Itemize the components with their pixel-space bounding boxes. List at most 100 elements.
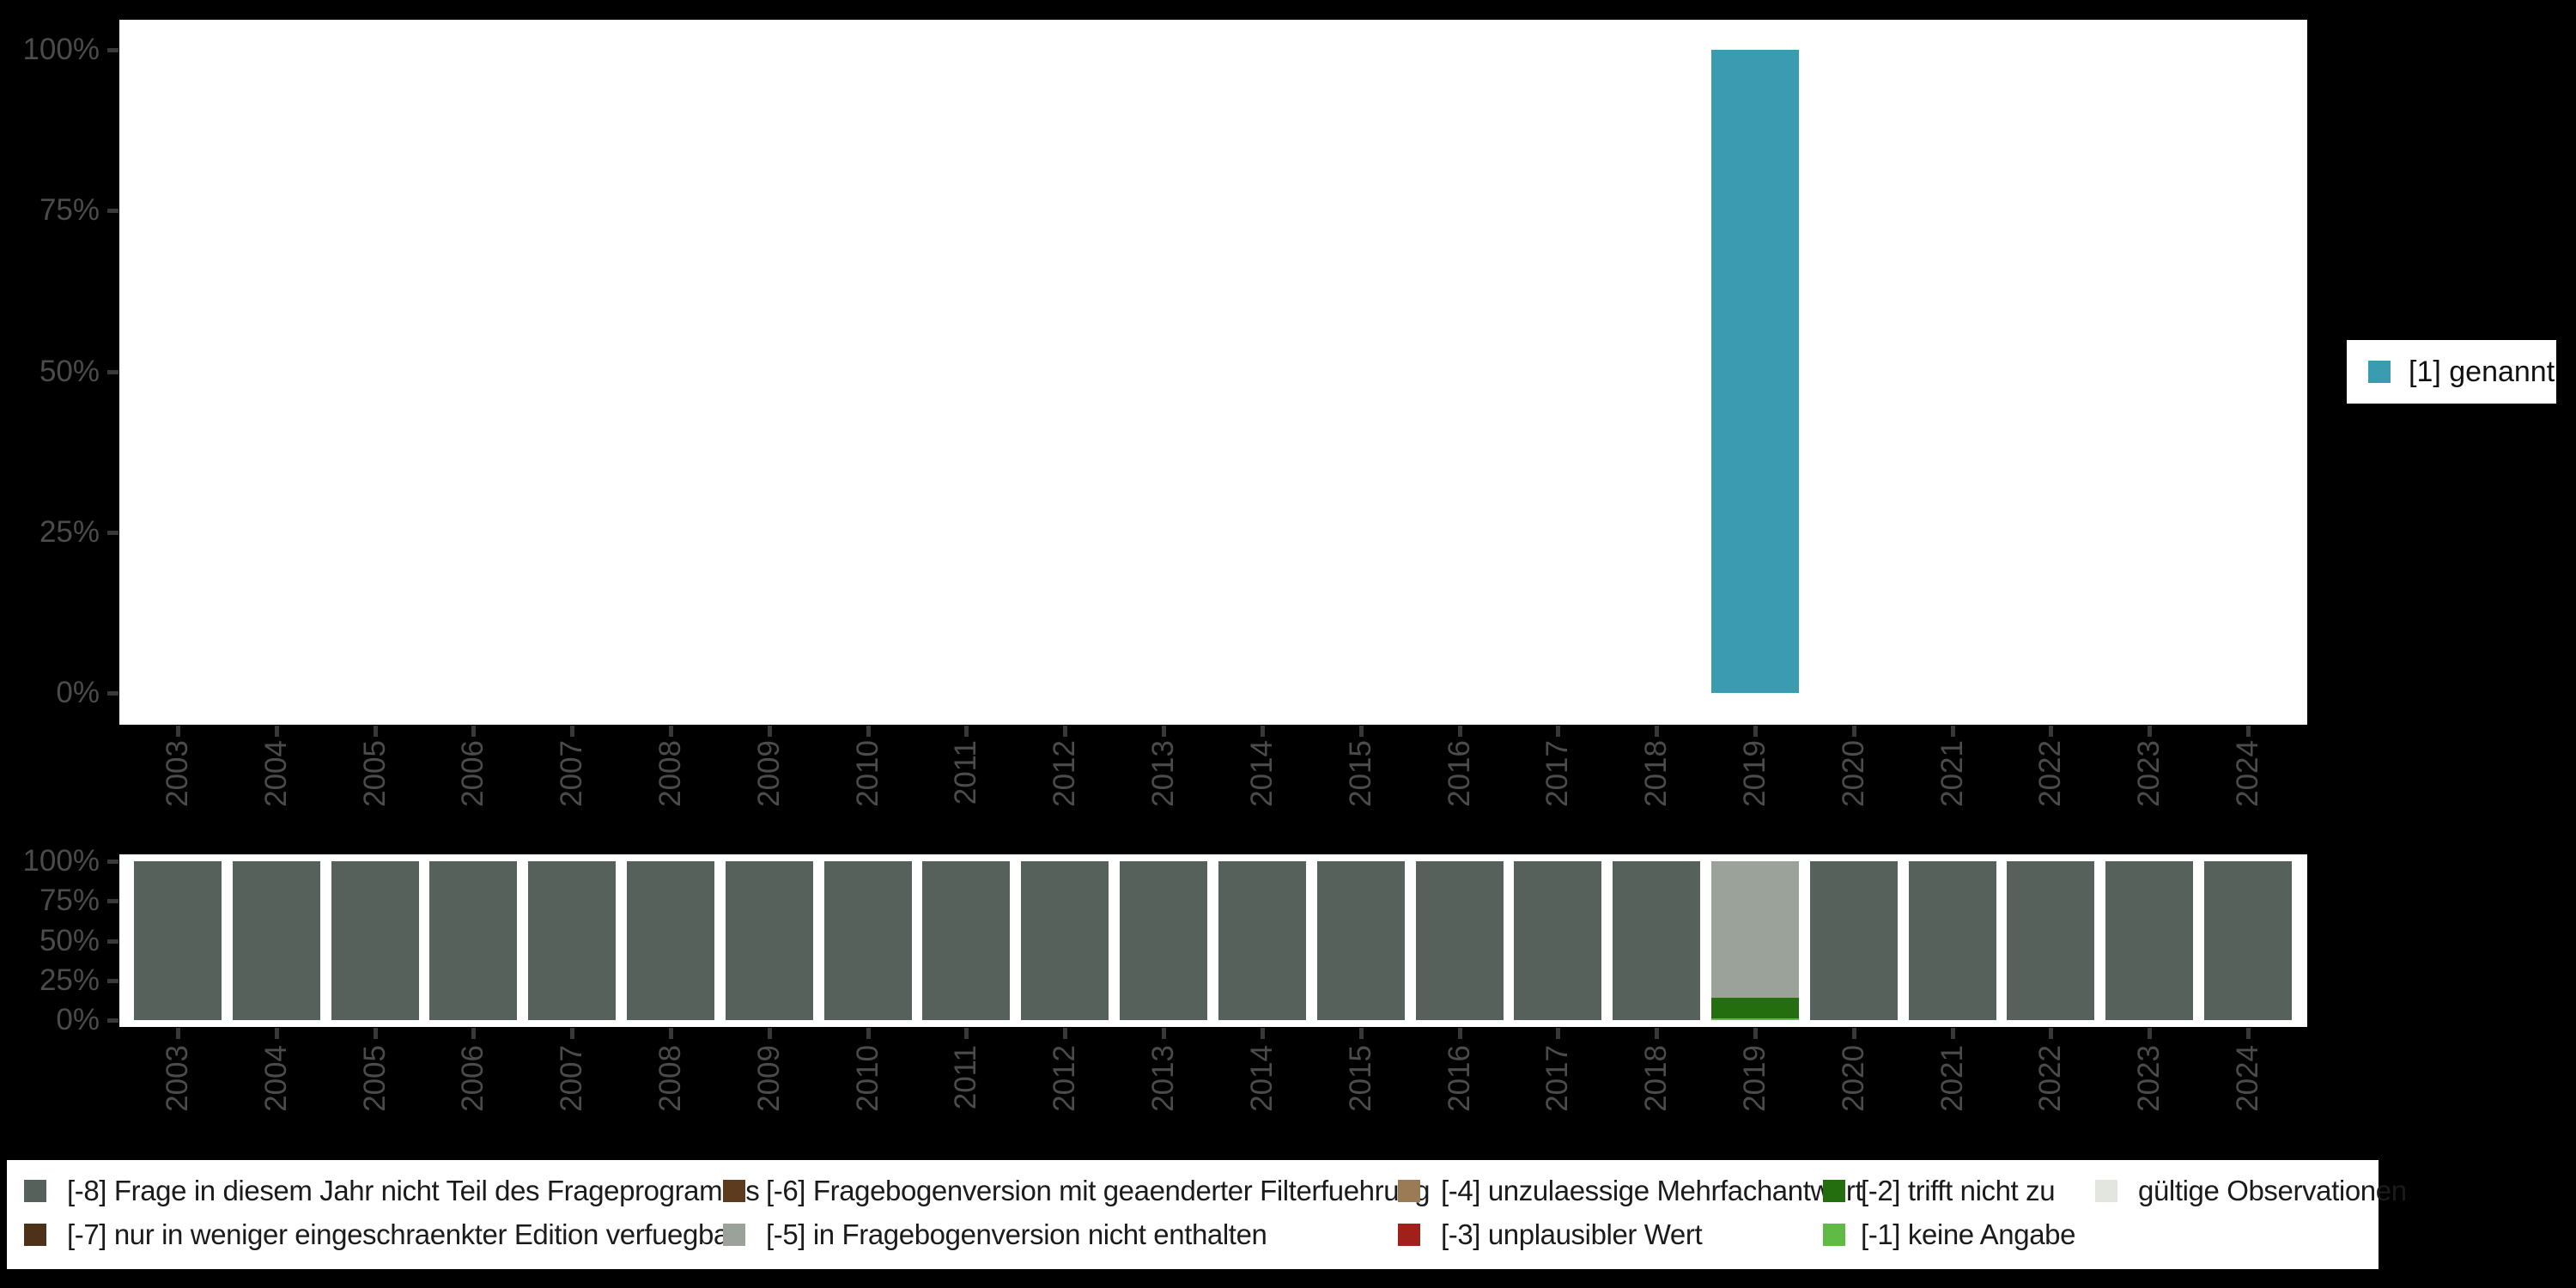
top-yaxis-tick-100 [107, 48, 118, 52]
bot-yaxis-label-100: 100% [22, 844, 100, 878]
bottom-xaxis-label-2004: 2004 [259, 1045, 293, 1112]
legend-swatch--4 [1398, 1180, 1420, 1202]
legend-swatch--3 [1398, 1224, 1420, 1246]
top-xaxis-label-2024: 2024 [2231, 740, 2264, 807]
bottom-bar-2006-seg[-8][interactable] [429, 861, 517, 1020]
top-xaxis-label-2004: 2004 [259, 740, 293, 807]
bottom-xaxis-label-2006: 2006 [456, 1045, 489, 1112]
bottom-bar-2019-seg[-5][interactable] [1711, 861, 1799, 998]
bottom-bar-2004-seg[-8][interactable] [233, 861, 320, 1020]
top-xaxis-tick-2014 [1261, 726, 1265, 737]
bot-yaxis-label-50: 50% [39, 924, 100, 957]
bottom-xaxis-label-2007: 2007 [555, 1045, 588, 1112]
bottom-xaxis-tick-2003 [176, 1028, 180, 1039]
legend-label--1: [-1] keine Angabe [1861, 1218, 2076, 1250]
top-xaxis-tick-2015 [1359, 726, 1364, 737]
legend-label--8: [-8] Frage in diesem Jahr nicht Teil des… [67, 1175, 760, 1206]
top-xaxis-tick-2011 [964, 726, 969, 737]
bottom-bar-2017-seg[-8][interactable] [1514, 861, 1601, 1020]
top-xaxis-label-2006: 2006 [456, 740, 489, 807]
top-xaxis-label-2020: 2020 [1837, 740, 1870, 807]
legend-swatch--5 [723, 1224, 745, 1246]
top-yaxis-tick-0 [107, 691, 118, 696]
legend-swatch--6 [723, 1180, 745, 1202]
bottom-xaxis-label-2009: 2009 [752, 1045, 786, 1112]
bottom-bar-2013-seg[-8][interactable] [1120, 861, 1207, 1020]
top-xaxis-label-2015: 2015 [1344, 740, 1377, 807]
top-xaxis-tick-2005 [374, 726, 378, 737]
bottom-xaxis-tick-2011 [964, 1028, 969, 1039]
top-xaxis-tick-2010 [866, 726, 871, 737]
top-xaxis-label-2005: 2005 [358, 740, 392, 807]
bottom-xaxis-label-2017: 2017 [1540, 1045, 1574, 1112]
bot-yaxis-tick-75 [107, 899, 118, 903]
bot-yaxis-tick-100 [107, 860, 118, 864]
bottom-bar-2011-seg[-8][interactable] [922, 861, 1010, 1020]
top-yaxis-label-50: 50% [39, 355, 100, 388]
bottom-xaxis-label-2016: 2016 [1443, 1045, 1476, 1112]
top-xaxis-tick-2009 [768, 726, 772, 737]
bottom-bar-2008-seg[-8][interactable] [627, 861, 714, 1020]
bottom-bar-2019-seg[-2][interactable] [1711, 998, 1799, 1018]
bottom-bar-2009-seg[-8][interactable] [726, 861, 813, 1020]
bot-yaxis-tick-25 [107, 979, 118, 983]
bottom-bar-2023-seg[-8][interactable] [2105, 861, 2193, 1020]
top-xaxis-tick-2019 [1753, 726, 1758, 737]
bottom-xaxis-tick-2012 [1063, 1028, 1067, 1039]
bottom-xaxis-label-2003: 2003 [161, 1045, 194, 1112]
bottom-bar-2010-seg[-8][interactable] [824, 861, 912, 1020]
top-xaxis-label-2013: 2013 [1146, 740, 1180, 807]
top-xaxis-label-2022: 2022 [2033, 740, 2067, 807]
top-xaxis-label-2019: 2019 [1738, 740, 1771, 807]
bottom-xaxis-label-2005: 2005 [358, 1045, 392, 1112]
top-xaxis-tick-2022 [2049, 726, 2053, 737]
top-xaxis-tick-2017 [1556, 726, 1560, 737]
bottom-xaxis-tick-2017 [1556, 1028, 1560, 1039]
bottom-bar-2024-seg[-8][interactable] [2204, 861, 2292, 1020]
bottom-bar-2012-seg[-8][interactable] [1021, 861, 1109, 1020]
top-xaxis-tick-2012 [1063, 726, 1067, 737]
top-yaxis-tick-75 [107, 209, 118, 213]
top-bar-2019[interactable] [1711, 50, 1799, 693]
top-xaxis-label-2023: 2023 [2132, 740, 2166, 807]
genannt-legend-label: [1] genannt [2409, 355, 2555, 388]
bottom-xaxis-label-2015: 2015 [1344, 1045, 1377, 1112]
bot-yaxis-label-0: 0% [56, 1003, 100, 1036]
bottom-bar-2019-seg[-1][interactable] [1711, 1018, 1799, 1020]
bottom-bar-2016-seg[-8][interactable] [1416, 861, 1504, 1020]
top-xaxis-label-2021: 2021 [1935, 740, 1969, 807]
top-xaxis-tick-2020 [1852, 726, 1856, 737]
bottom-bar-2020-seg[-8][interactable] [1810, 861, 1898, 1020]
bot-yaxis-tick-50 [107, 939, 118, 944]
bottom-bar-2021-seg[-8][interactable] [1909, 861, 1996, 1020]
top-xaxis-label-2011: 2011 [949, 740, 982, 805]
top-yaxis-label-0: 0% [56, 676, 100, 709]
bottom-bar-2015-seg[-8][interactable] [1317, 861, 1405, 1020]
legend-label--5: [-5] in Fragebogenversion nicht enthalte… [766, 1218, 1267, 1250]
top-yaxis-tick-50 [107, 370, 118, 374]
top-yaxis-label-25: 25% [39, 515, 100, 549]
top-xaxis-tick-2003 [176, 726, 180, 737]
bottom-bar-2007-seg[-8][interactable] [528, 861, 616, 1020]
bottom-bar-2005-seg[-8][interactable] [331, 861, 419, 1020]
top-xaxis-tick-2024 [2246, 726, 2251, 737]
bottom-xaxis-tick-2024 [2246, 1028, 2251, 1039]
bottom-bar-2003-seg[-8][interactable] [134, 861, 222, 1020]
bot-yaxis-label-25: 25% [39, 963, 100, 997]
bottom-xaxis-label-2012: 2012 [1048, 1045, 1081, 1112]
legend-swatch--2 [1823, 1180, 1845, 1202]
bottom-bar-2018-seg[-8][interactable] [1613, 861, 1700, 1020]
top-chart-panel [119, 20, 2307, 725]
legend-label-valid: gültige Observationen [2138, 1175, 2407, 1206]
bottom-bar-2022-seg[-8][interactable] [2007, 861, 2094, 1020]
bottom-xaxis-tick-2019 [1753, 1028, 1758, 1039]
bot-yaxis-tick-0 [107, 1018, 118, 1023]
bottom-bar-2014-seg[-8][interactable] [1218, 861, 1306, 1020]
legend-swatch--8 [24, 1180, 46, 1202]
top-xaxis-label-2017: 2017 [1540, 740, 1574, 807]
top-xaxis-label-2007: 2007 [555, 740, 588, 807]
bottom-xaxis-tick-2021 [1951, 1028, 1955, 1039]
bottom-xaxis-label-2023: 2023 [2132, 1045, 2166, 1112]
bottom-xaxis-label-2019: 2019 [1738, 1045, 1771, 1112]
bottom-xaxis-tick-2009 [768, 1028, 772, 1039]
